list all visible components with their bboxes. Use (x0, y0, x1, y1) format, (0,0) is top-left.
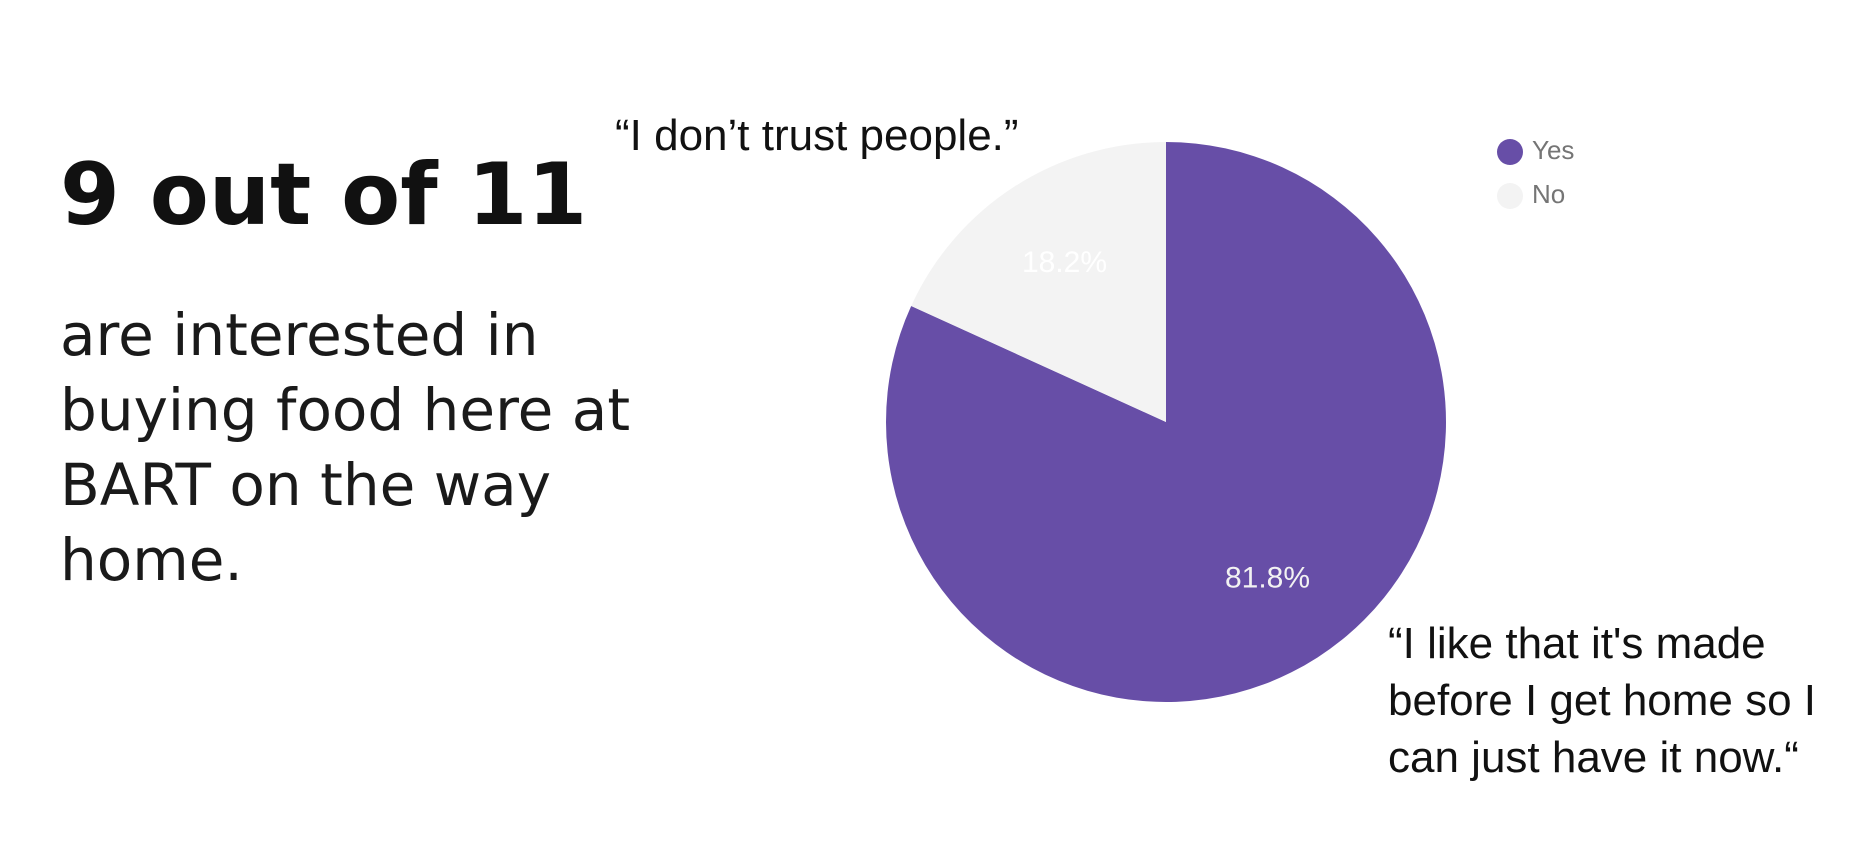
pie-slices (886, 141, 1446, 702)
subtext: are interested in buying food here at BA… (60, 301, 631, 594)
pie-label-no: 18.2% (1022, 246, 1107, 279)
legend-marker-yes (1497, 139, 1523, 165)
pie-labels: 81.8% 18.2% (1022, 246, 1310, 595)
legend-marker-no (1497, 183, 1523, 209)
legend-label-yes: Yes (1532, 135, 1574, 165)
quote-bottom: “I like that it's made before I get home… (1388, 619, 1817, 782)
pie-label-yes: 81.8% (1225, 562, 1310, 595)
quote-top: “I don’t trust people.” (615, 111, 1019, 160)
legend-label-no: No (1532, 179, 1565, 209)
pie-legend: Yes No (1497, 135, 1574, 209)
pie-slice-no (911, 141, 1166, 422)
headline: 9 out of 11 (60, 145, 588, 245)
